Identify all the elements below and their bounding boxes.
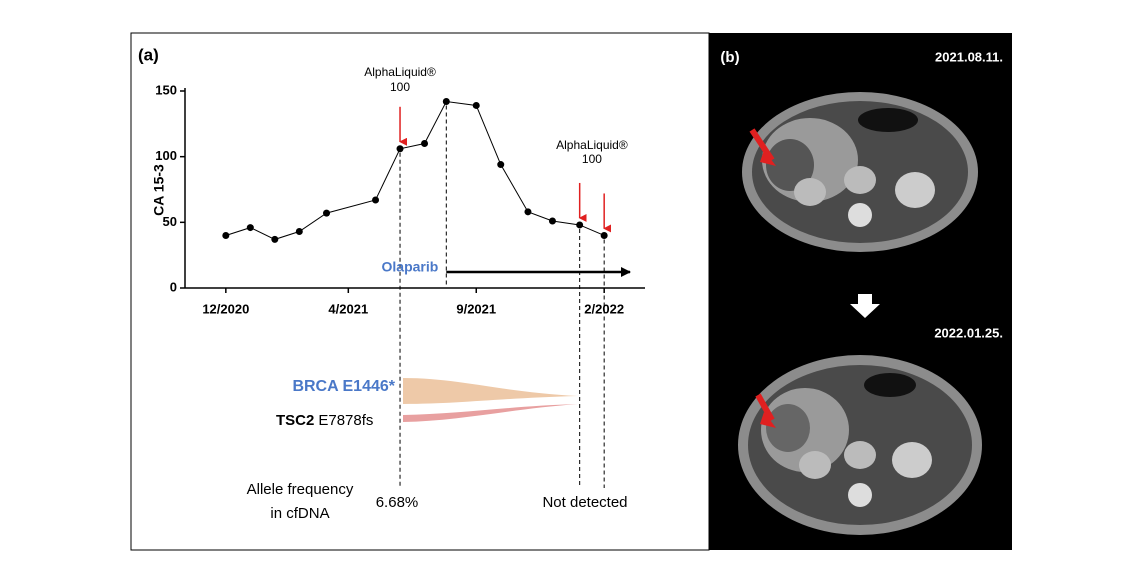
y-tick-label: 150 [155, 82, 177, 97]
y-axis-label: CA 15-3 [151, 164, 167, 216]
vaf-caption: in cfDNA [270, 505, 329, 522]
ct-scan [738, 355, 982, 535]
x-tick-label: 9/2021 [456, 301, 496, 316]
vaf-caption: Allele frequency [247, 481, 354, 498]
point [442, 98, 450, 106]
point [271, 235, 279, 243]
vaf-result: 6.68% [376, 494, 419, 511]
mutation-label: BRCA E1446* [292, 378, 395, 395]
test-label: AlphaLiquid® [556, 138, 628, 152]
point [576, 221, 584, 229]
x-tick-label: 4/2021 [328, 301, 368, 316]
scan-date: 2022.01.25. [934, 325, 1003, 340]
point [323, 209, 331, 217]
point [600, 231, 608, 239]
point [524, 208, 532, 216]
vaf-shape [403, 404, 578, 422]
point [548, 217, 556, 225]
y-tick-label: 50 [163, 214, 177, 229]
variant: E7878fs [318, 412, 373, 429]
vaf-shape [403, 378, 578, 404]
treatment-label: Olaparib [382, 259, 439, 275]
ct-scan [742, 92, 978, 252]
point [497, 161, 505, 169]
point [472, 101, 480, 109]
panel-label: (a) [138, 45, 159, 64]
panel-a-frame [130, 32, 710, 551]
test-label: 100 [582, 152, 602, 166]
mutation-label: TSC2 E7878fs [276, 412, 373, 429]
point [295, 228, 303, 236]
scan-date: 2021.08.11. [935, 49, 1003, 64]
point [246, 224, 254, 232]
x-tick-label: 2/2022 [584, 301, 624, 316]
y-tick-label: 0 [170, 279, 177, 294]
test-label: 100 [390, 80, 410, 94]
vaf-result: Not detected [542, 494, 627, 511]
test-label: AlphaLiquid® [364, 65, 436, 79]
point [372, 196, 380, 204]
gene: TSC2 [276, 412, 314, 429]
point [396, 145, 404, 153]
point [421, 140, 429, 148]
y-tick-label: 100 [155, 148, 177, 163]
panel-label: (b) [720, 49, 739, 66]
down-arrow [850, 294, 880, 318]
point [222, 231, 230, 239]
x-tick-label: 12/2020 [202, 301, 249, 316]
